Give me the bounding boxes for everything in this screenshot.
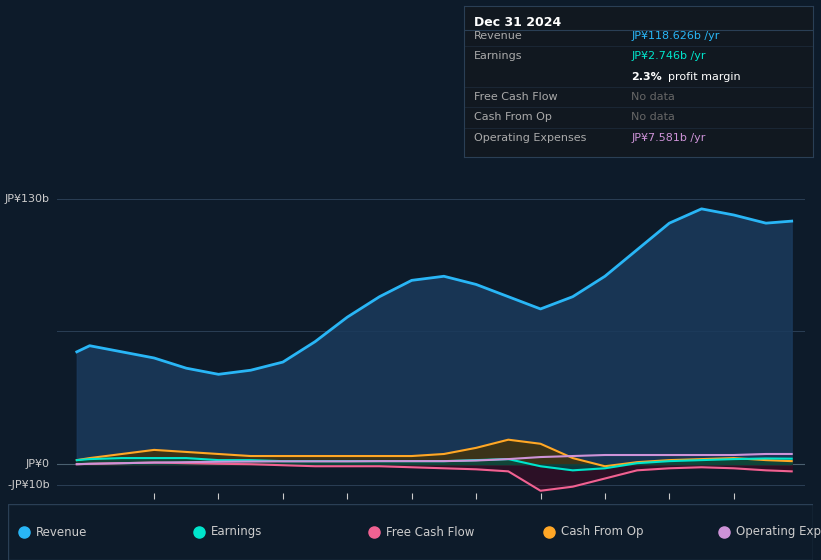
Text: Free Cash Flow: Free Cash Flow bbox=[387, 525, 475, 539]
Text: Earnings: Earnings bbox=[211, 525, 263, 539]
Text: JP¥0: JP¥0 bbox=[26, 459, 50, 469]
Text: JP¥118.626b /yr: JP¥118.626b /yr bbox=[631, 31, 720, 41]
Text: JP¥2.746b /yr: JP¥2.746b /yr bbox=[631, 52, 706, 61]
Text: profit margin: profit margin bbox=[668, 72, 741, 82]
Text: Cash From Op: Cash From Op bbox=[562, 525, 644, 539]
Text: Operating Expenses: Operating Expenses bbox=[475, 133, 587, 143]
Text: Operating Expenses: Operating Expenses bbox=[736, 525, 821, 539]
Text: No data: No data bbox=[631, 92, 675, 102]
Text: JP¥130b: JP¥130b bbox=[5, 194, 50, 204]
Text: Revenue: Revenue bbox=[475, 31, 523, 41]
Text: Free Cash Flow: Free Cash Flow bbox=[475, 92, 558, 102]
Text: Dec 31 2024: Dec 31 2024 bbox=[475, 16, 562, 29]
Text: Earnings: Earnings bbox=[475, 52, 523, 61]
Text: 2.3%: 2.3% bbox=[631, 72, 662, 82]
Text: -JP¥10b: -JP¥10b bbox=[7, 479, 50, 489]
Text: JP¥7.581b /yr: JP¥7.581b /yr bbox=[631, 133, 706, 143]
Text: Revenue: Revenue bbox=[36, 525, 88, 539]
Text: Cash From Op: Cash From Op bbox=[475, 113, 553, 123]
Text: No data: No data bbox=[631, 113, 675, 123]
